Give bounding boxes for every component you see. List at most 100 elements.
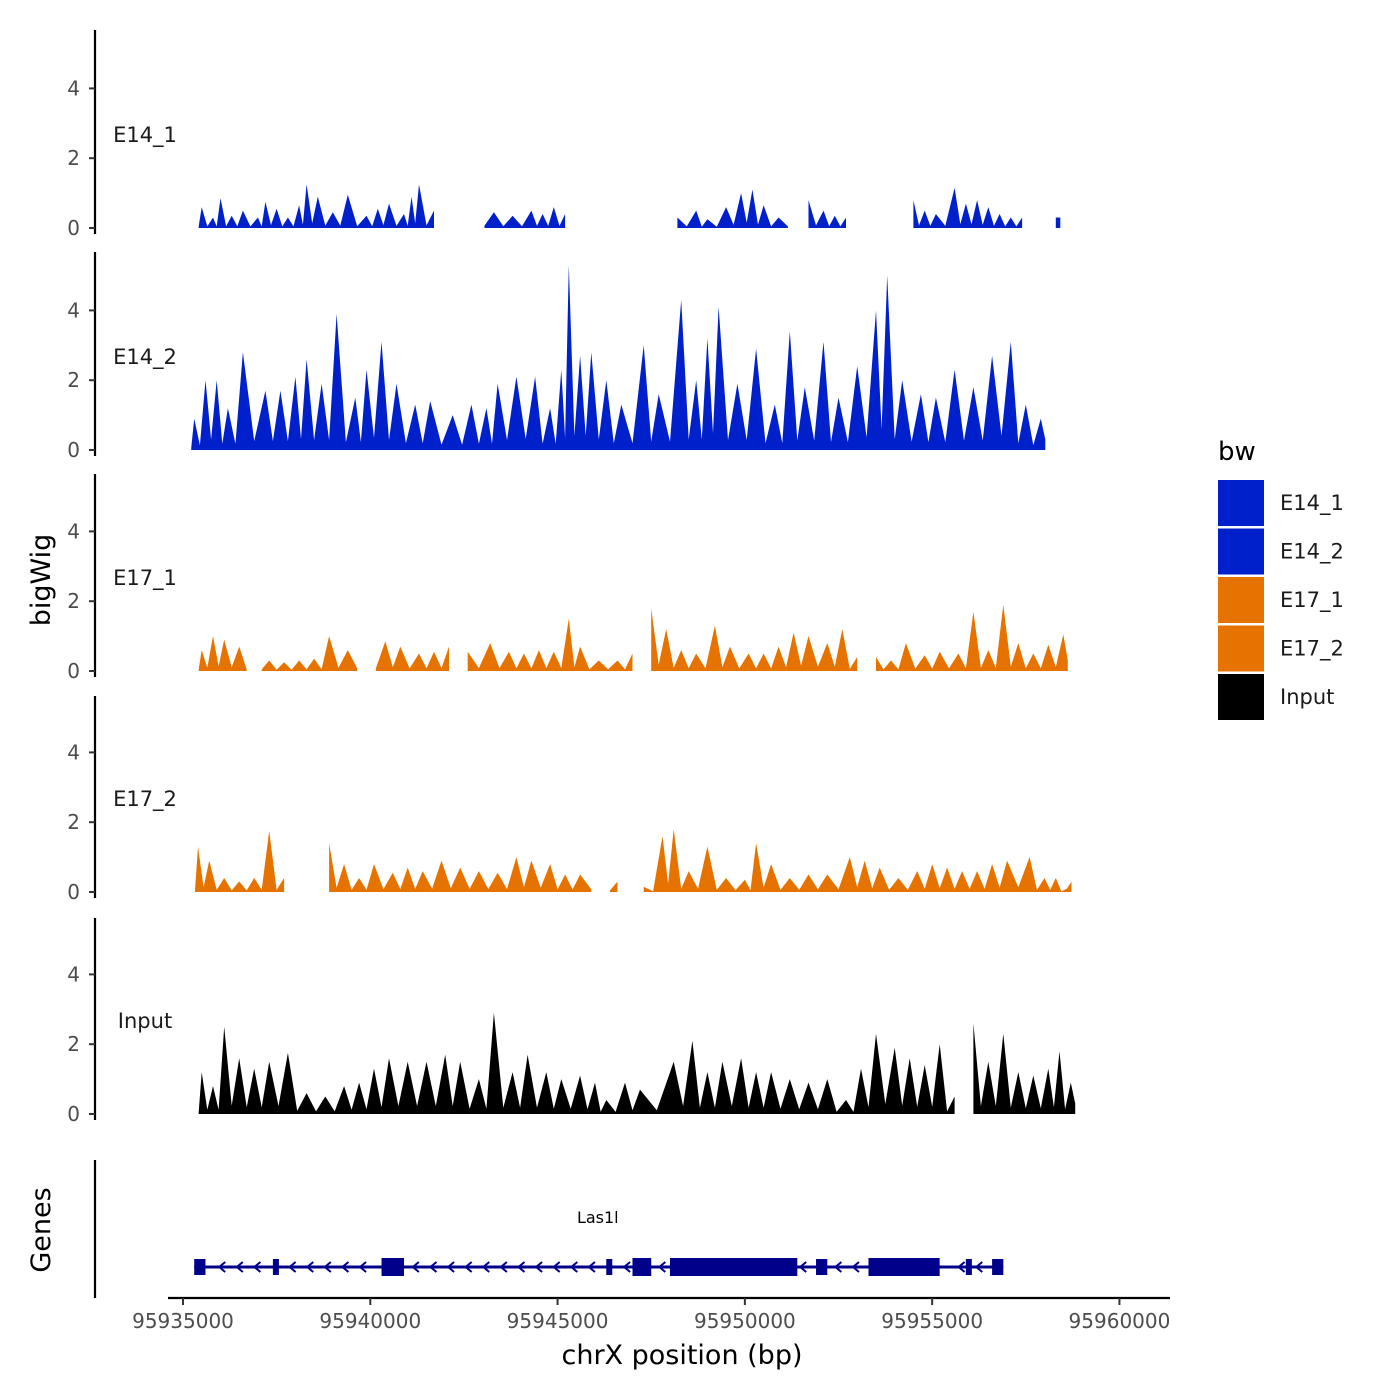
gene-exon [868, 1258, 940, 1276]
legend-swatch-Input [1218, 674, 1264, 720]
track-label: E14_1 [113, 123, 177, 148]
genes-axis-title: Genes [26, 1187, 57, 1272]
coverage-area-E17_1 [261, 636, 358, 671]
strand-arrow [323, 1261, 332, 1273]
strand-arrow [957, 1261, 966, 1273]
y-tick-label: 4 [67, 740, 80, 764]
x-tick-label: 95950000 [694, 1309, 796, 1333]
coverage-area-E14_1 [677, 189, 788, 228]
gene-exon [992, 1259, 1004, 1275]
strand-arrow [569, 1261, 578, 1273]
strand-arrow [833, 1261, 843, 1273]
coverage-area-E14_1 [484, 207, 566, 228]
y-tick-label: 0 [67, 880, 80, 904]
coverage-area-E17_1 [467, 618, 633, 671]
y-axis-title: bigWig [26, 534, 57, 627]
strand-arrow [516, 1261, 526, 1273]
legend-swatch-E17_2 [1218, 625, 1264, 672]
track-label: E17_1 [113, 566, 177, 591]
gene-exon [381, 1258, 405, 1276]
legend-label: E17_2 [1280, 637, 1344, 662]
panel-E14_1: 0 2 4 E14_1 [67, 30, 1061, 240]
x-axis: 95935000 95940000 95945000 95950000 95955000… [132, 1296, 1171, 1333]
y-tick-label: 4 [67, 519, 80, 543]
y-tick-label: 2 [67, 589, 80, 613]
x-axis-title: chrX position (bp) [561, 1340, 802, 1371]
strand-arrow [358, 1261, 367, 1273]
legend-title: bw [1218, 437, 1256, 467]
track-label: E17_2 [113, 787, 177, 812]
panel-E17_1: 0 2 4 E17_1 [67, 474, 1068, 683]
y-tick-label: 0 [67, 1102, 80, 1126]
legend-label: E14_1 [1280, 491, 1344, 516]
x-tick-label: 95960000 [1069, 1309, 1171, 1333]
track-label: E14_2 [113, 345, 177, 370]
y-tick-label: 0 [67, 659, 80, 683]
x-tick-label: 95945000 [507, 1309, 609, 1333]
y-tick-label: 2 [67, 1032, 80, 1056]
legend-swatch-E17_1 [1218, 577, 1264, 623]
coverage-area-E17_1 [876, 604, 1068, 671]
strand-arrow [235, 1261, 244, 1273]
coverage-area-Input [198, 1012, 955, 1114]
y-tick-label: 0 [67, 216, 80, 240]
coverage-area-E17_1 [375, 641, 449, 671]
gene-exon [632, 1258, 652, 1276]
strand-arrow [798, 1261, 807, 1273]
strand-arrow [411, 1261, 420, 1273]
strand-arrow [446, 1261, 455, 1273]
legend-label: Input [1280, 685, 1334, 709]
y-tick-label: 4 [67, 76, 80, 100]
strand-arrow [622, 1261, 631, 1273]
gene-exon [606, 1259, 613, 1275]
gene-exon [816, 1259, 828, 1275]
strand-arrow [499, 1261, 508, 1273]
coverage-area-E14_1 [1055, 217, 1061, 228]
legend-label: E14_2 [1280, 540, 1344, 565]
panel-E14_2: 0 2 4 E14_2 [67, 252, 1046, 462]
y-tick-label: 4 [67, 962, 80, 986]
coverage-area-E14_1 [198, 184, 434, 228]
coverage-area-E14_2 [191, 265, 1046, 450]
panel-E17_2: 0 2 4 E17_2 [67, 696, 1072, 904]
coverage-area-E17_1 [651, 608, 858, 671]
coverage-area-E17_1 [198, 636, 247, 671]
strand-arrow [657, 1261, 666, 1273]
strand-arrow [587, 1261, 596, 1273]
x-tick-label: 95940000 [319, 1309, 421, 1333]
coverage-area-E17_2 [329, 843, 592, 892]
legend-label: E17_1 [1280, 588, 1344, 613]
coverage-area-E14_1 [913, 187, 1023, 228]
gene-exon [272, 1259, 279, 1275]
bigwig-panels: 0 2 4 E14_1 0 2 4 E14_2 0 2 4 E17_1 0 2 4 E17_2 0 2 4 Input [67, 30, 1076, 1126]
strand-arrow [851, 1261, 860, 1273]
y-tick-label: 2 [67, 146, 80, 170]
strand-arrow [552, 1261, 561, 1273]
strand-arrow [481, 1261, 490, 1273]
strand-arrow [974, 1261, 983, 1273]
gene-exon [965, 1259, 972, 1275]
y-tick-label: 0 [67, 438, 80, 462]
track-label: Input [118, 1009, 172, 1033]
strand-arrow [464, 1261, 473, 1273]
strand-arrow [288, 1261, 297, 1273]
strand-arrow [252, 1261, 262, 1273]
panel-Input: 0 2 4 Input [67, 918, 1076, 1126]
x-tick-label: 95935000 [132, 1309, 234, 1333]
coverage-area-E17_2 [610, 881, 618, 892]
legend-swatch-E14_1 [1218, 480, 1264, 526]
strand-arrow [428, 1261, 438, 1273]
gene-exon [669, 1258, 798, 1276]
x-tick-label: 95955000 [881, 1309, 983, 1333]
strand-arrow [534, 1261, 543, 1273]
strand-arrow [340, 1261, 350, 1273]
legend-swatch-E14_2 [1218, 528, 1264, 575]
gene-label: Las1l [577, 1208, 619, 1227]
coverage-area-Input [973, 1023, 1076, 1114]
gene-exon [194, 1259, 206, 1275]
coverage-area-E14_1 [808, 200, 846, 228]
strand-arrow [305, 1261, 314, 1273]
legend: bw E14_1 E14_2 E17_1 E17_2 Input [1218, 437, 1344, 720]
strand-arrow [217, 1261, 226, 1273]
